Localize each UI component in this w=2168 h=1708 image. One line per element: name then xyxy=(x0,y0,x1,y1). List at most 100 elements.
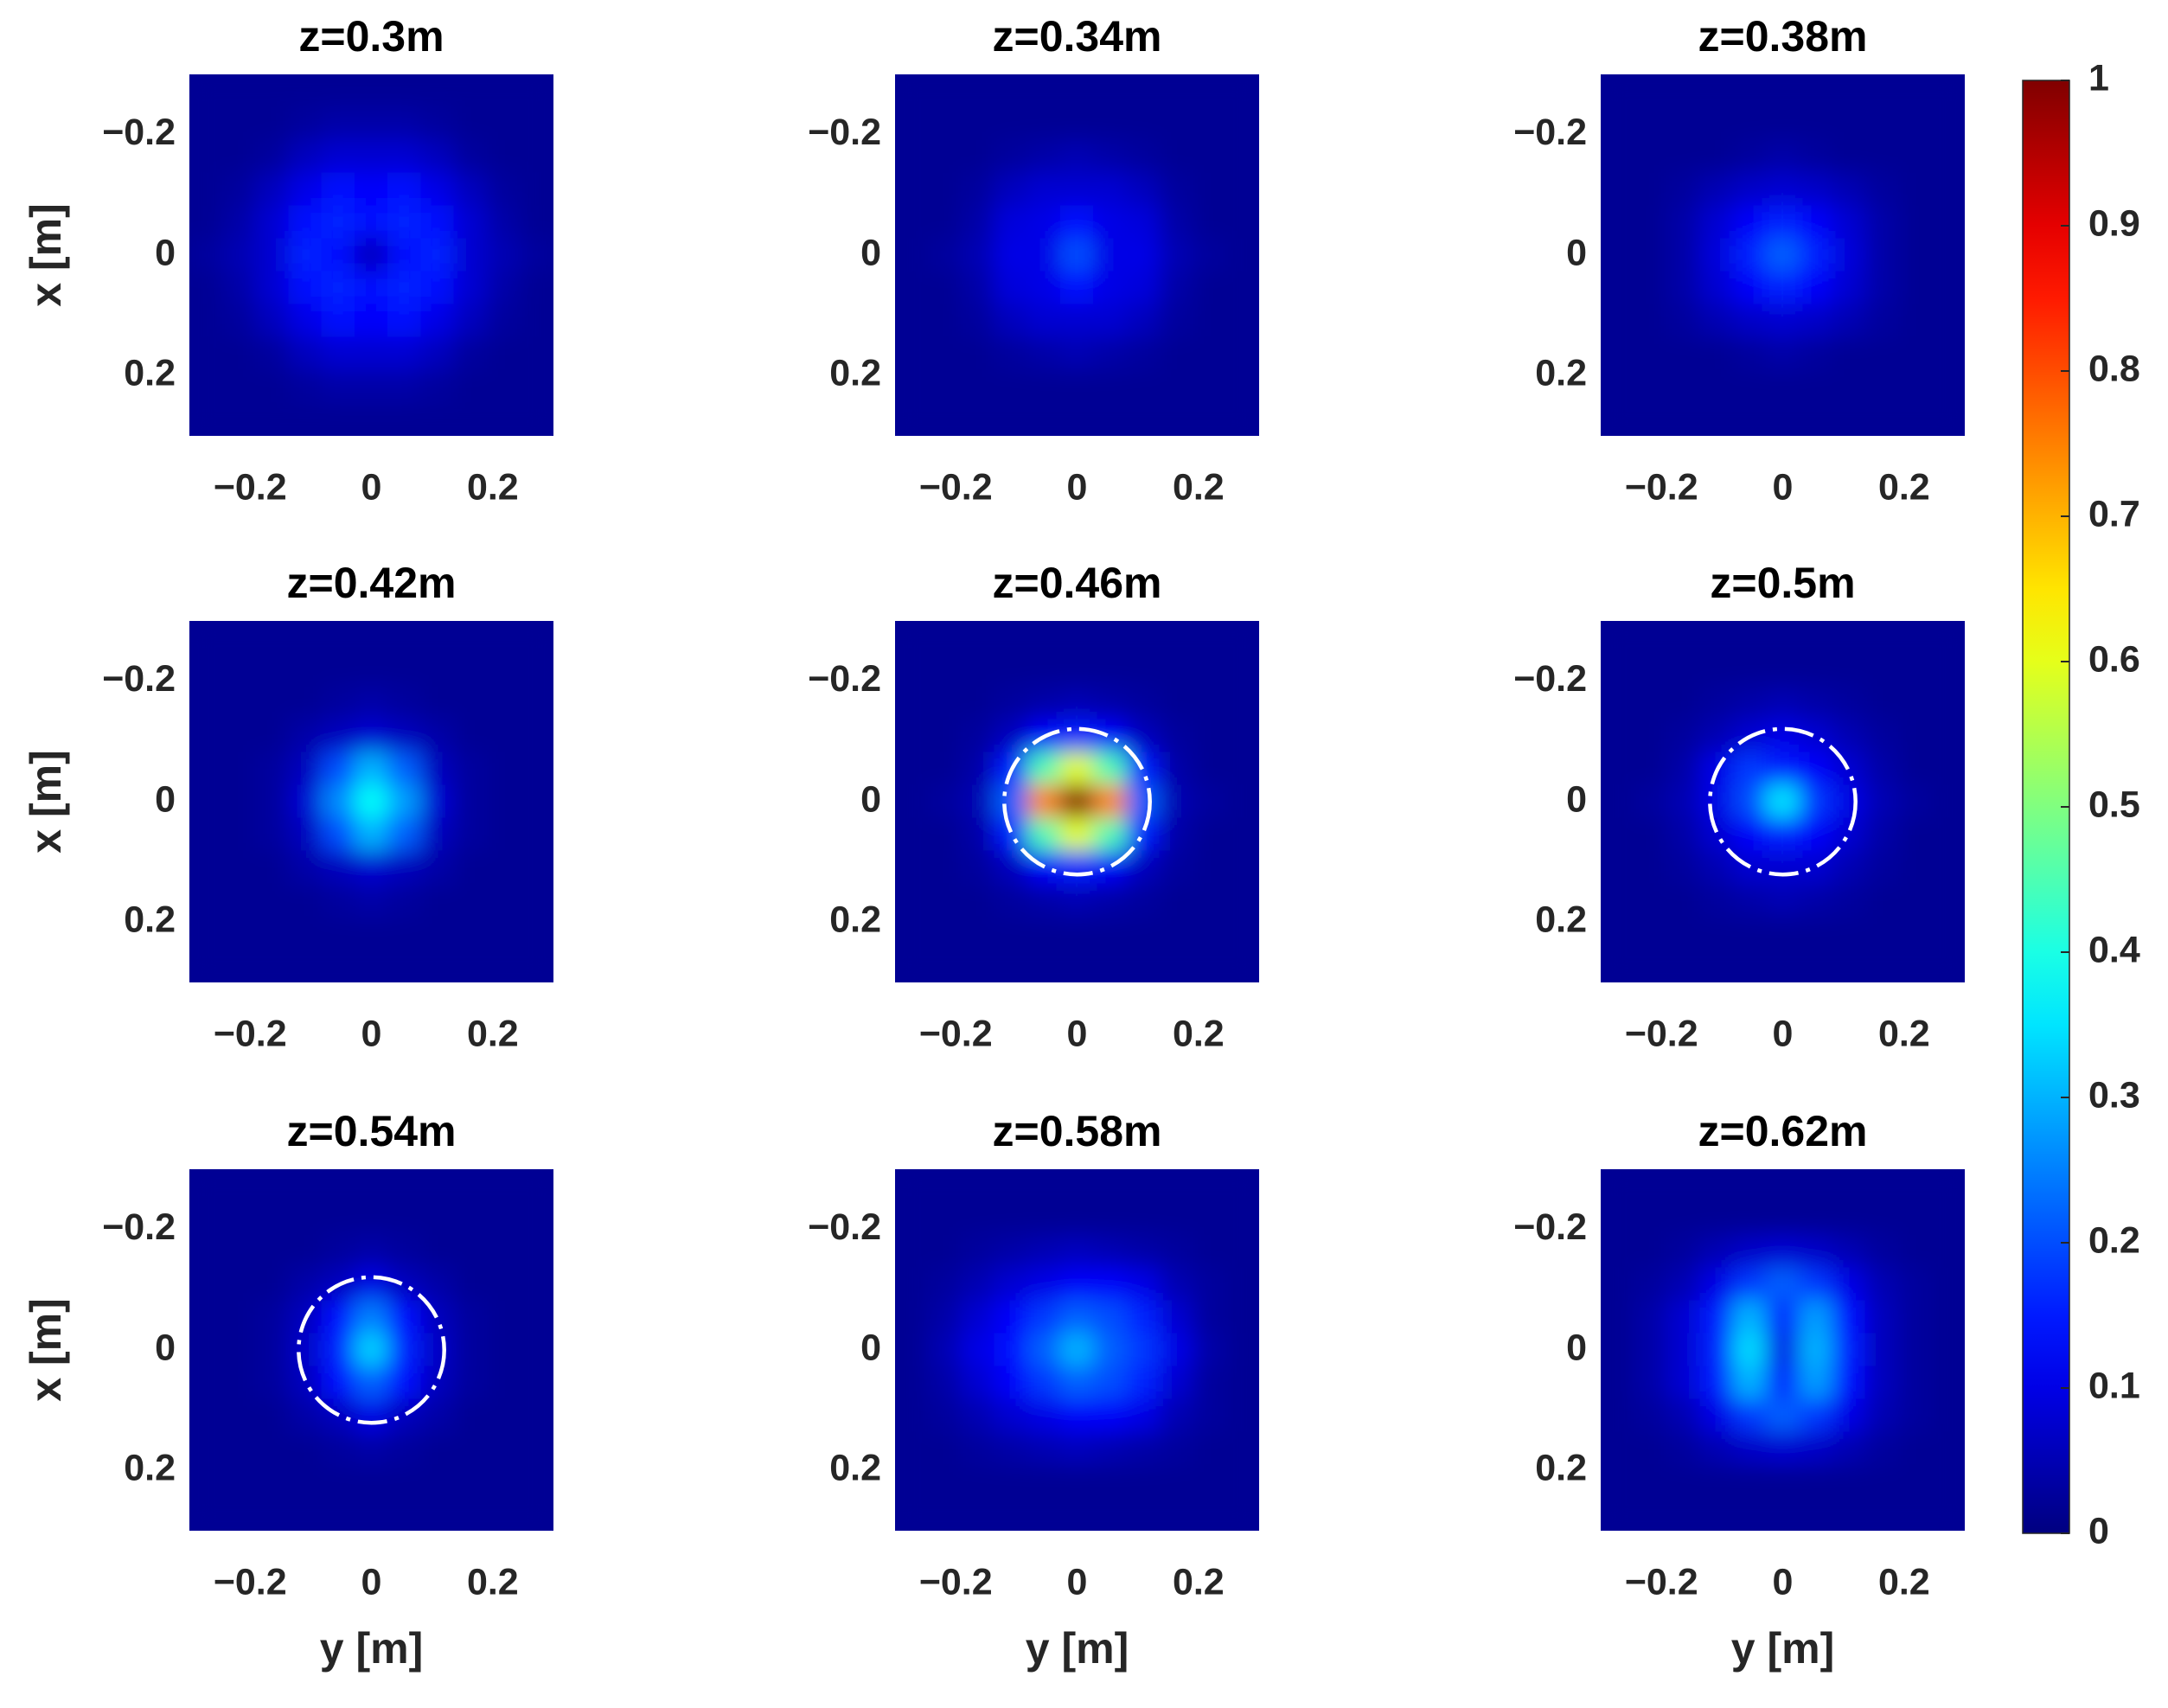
heatmap-cell xyxy=(1126,817,1161,852)
heatmap-cell xyxy=(1864,1267,1899,1302)
heatmap-cell xyxy=(1832,719,1866,753)
heatmap-cell xyxy=(321,719,355,753)
heatmap-cell xyxy=(1931,336,1965,371)
heatmap-cell xyxy=(1059,336,1095,371)
heatmap-cell xyxy=(1666,74,1701,108)
heatmap-cell xyxy=(1225,686,1259,720)
heatmap-cell xyxy=(221,238,257,272)
heatmap-cells xyxy=(895,74,1259,436)
heatmap-cell xyxy=(895,205,929,240)
heatmap-cell xyxy=(1765,1333,1800,1367)
heatmap-cell xyxy=(1666,1366,1701,1400)
heatmap-cell xyxy=(1897,653,1933,688)
heatmap-cell xyxy=(1666,304,1701,338)
heatmap-cell xyxy=(255,106,290,141)
heatmap-cell xyxy=(1864,686,1899,720)
heatmap-cell xyxy=(420,139,455,174)
heatmap-cell xyxy=(189,883,223,918)
heatmap-cell xyxy=(1225,336,1259,371)
heatmap-cell xyxy=(1732,653,1767,688)
heatmap-cell xyxy=(1864,1464,1899,1499)
heatmap-cell xyxy=(1864,883,1899,918)
heatmap-cell xyxy=(1126,1464,1161,1499)
heatmap-cell xyxy=(1832,1464,1866,1499)
heatmap-cell xyxy=(1159,1464,1193,1499)
heatmap-cell xyxy=(1225,1333,1259,1367)
heatmap-cell xyxy=(1059,1333,1095,1367)
heatmap-cell xyxy=(221,106,257,141)
heatmap-cell xyxy=(1059,1464,1095,1499)
heatmap-cell xyxy=(453,402,488,436)
heatmap-cell xyxy=(288,336,323,371)
heatmap-cell xyxy=(1799,205,1833,240)
heatmap-cell xyxy=(961,205,995,240)
x-tick-label: 0 xyxy=(1773,466,1794,508)
heatmap-cell xyxy=(1799,106,1833,141)
heatmap-cell xyxy=(1897,1333,1933,1367)
chart-title: z=0.62m xyxy=(1698,1107,1868,1155)
heatmap-cell xyxy=(927,1169,962,1203)
y-tick-label: −0.2 xyxy=(1513,658,1587,700)
heatmap-cell xyxy=(354,1333,389,1367)
x-tick-label: 0 xyxy=(361,466,382,508)
heatmap-cell xyxy=(288,1267,323,1302)
heatmap-cell xyxy=(520,369,553,404)
heatmap-cell xyxy=(961,172,995,207)
y-tick-label: −0.2 xyxy=(808,1206,881,1248)
heatmap-cell xyxy=(486,752,521,786)
heatmap-cell xyxy=(927,1333,962,1367)
heatmap-cell xyxy=(221,1300,257,1334)
heatmap-cell xyxy=(1192,1234,1227,1269)
heatmap-cell xyxy=(1601,752,1634,786)
heatmap-cell xyxy=(1765,949,1800,982)
heatmap-cell xyxy=(1633,205,1668,240)
heatmap-cell xyxy=(321,106,355,141)
heatmap-cell xyxy=(895,1300,929,1334)
heatmap-cell xyxy=(994,916,1028,950)
heatmap-cell xyxy=(1159,238,1193,272)
heatmap-cell xyxy=(354,916,389,950)
heatmap-cell xyxy=(387,1300,422,1334)
x-tick-label: −0.2 xyxy=(214,1013,287,1054)
heatmap-cell xyxy=(1897,271,1933,305)
heatmap-cell xyxy=(354,850,389,885)
heatmap-cell xyxy=(354,172,389,207)
heatmap-cell xyxy=(1601,883,1634,918)
heatmap-cell xyxy=(927,916,962,950)
heatmap-cell xyxy=(520,1464,553,1499)
heatmap-cell xyxy=(387,402,422,436)
heatmap-cell xyxy=(387,621,422,655)
heatmap-cell xyxy=(453,1201,488,1236)
heatmap-cell xyxy=(1799,1398,1833,1433)
heatmap-cell xyxy=(1059,205,1095,240)
heatmap-cell xyxy=(486,369,521,404)
heatmap-cell xyxy=(486,1300,521,1334)
heatmap-cell xyxy=(1159,653,1193,688)
heatmap-cell xyxy=(1633,1366,1668,1400)
colorbar-tick-label: 1 xyxy=(2088,57,2109,99)
heatmap-cell xyxy=(927,752,962,786)
heatmap-cell xyxy=(221,205,257,240)
heatmap-cell xyxy=(420,369,455,404)
heatmap-cell xyxy=(321,621,355,655)
heatmap-cell xyxy=(255,1201,290,1236)
heatmap-cell xyxy=(1765,1464,1800,1499)
heatmap-cell xyxy=(520,1398,553,1433)
heatmap-cell xyxy=(1732,402,1767,436)
heatmap-cell xyxy=(1864,402,1899,436)
heatmap-cell xyxy=(1799,304,1833,338)
heatmap-cell xyxy=(255,1234,290,1269)
heatmap-cell xyxy=(1225,271,1259,305)
heatmap-cell xyxy=(1864,106,1899,141)
heatmap-cell xyxy=(1093,883,1128,918)
heatmap-cell xyxy=(1159,883,1193,918)
heatmap-cell xyxy=(486,817,521,852)
heatmap-cell xyxy=(1126,1398,1161,1433)
heatmap-cell xyxy=(1126,271,1161,305)
chart-title: z=0.58m xyxy=(993,1107,1162,1155)
heatmap-cell xyxy=(1026,949,1061,982)
y-tick-label: 0.2 xyxy=(829,1448,881,1489)
heatmap-area xyxy=(1601,1169,1965,1531)
heatmap-cell xyxy=(1666,1333,1701,1367)
heatmap-cell xyxy=(1601,1169,1634,1203)
